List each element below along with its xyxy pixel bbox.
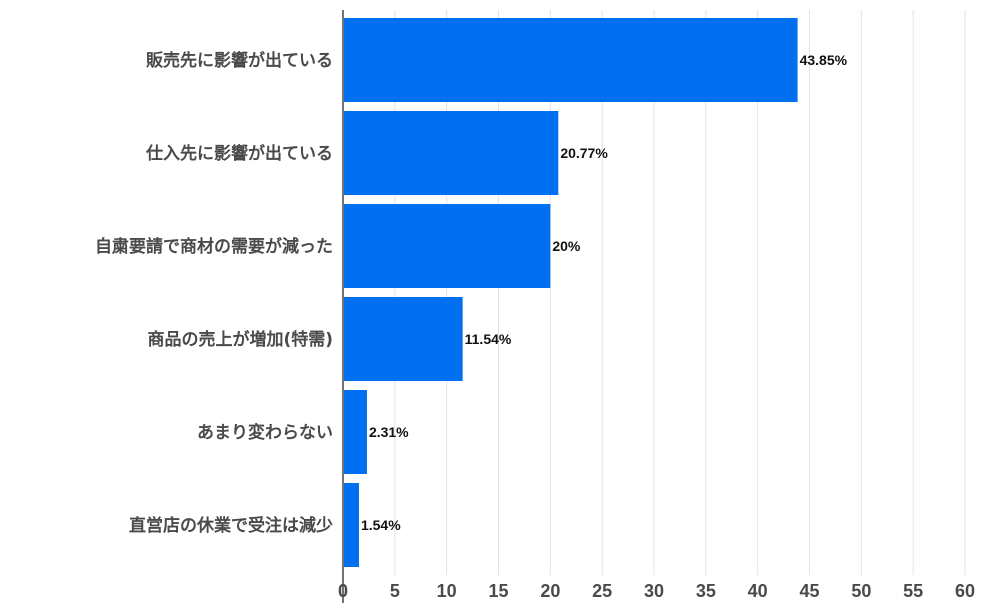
x-tick-label: 50	[851, 581, 871, 601]
x-tick-label: 25	[592, 581, 612, 601]
x-tick-label: 0	[338, 581, 348, 601]
x-tick-label: 10	[437, 581, 457, 601]
data-label: 1.54%	[361, 517, 401, 533]
category-label: 商品の売上が増加(特需)	[147, 329, 333, 350]
data-label: 2.31%	[369, 424, 409, 440]
x-tick-label: 60	[955, 581, 975, 601]
x-tick-label: 35	[696, 581, 716, 601]
data-label: 20.77%	[560, 145, 608, 161]
bar	[344, 18, 798, 102]
x-tick-label: 15	[488, 581, 508, 601]
bar	[344, 297, 463, 381]
category-label: 自粛要請で商材の需要が減った	[95, 236, 333, 257]
data-label: 20%	[552, 238, 581, 254]
category-label: 仕入先に影響が出ている	[145, 143, 333, 164]
x-tick-label: 20	[540, 581, 560, 601]
data-label: 43.85%	[800, 52, 848, 68]
x-tick-label: 40	[748, 581, 768, 601]
x-tick-label: 45	[799, 581, 819, 601]
bar	[344, 390, 367, 474]
grid-lines	[394, 10, 966, 575]
category-label: あまり変わらない	[197, 422, 333, 443]
bar	[344, 483, 359, 567]
data-label: 11.54%	[465, 331, 512, 347]
data-labels: 43.85% 20.77% 20% 11.54% 2.31% 1.54%	[361, 52, 848, 533]
bar	[344, 111, 559, 195]
x-tick-labels: 0 5 10 15 20 25 30 35 40 45 50 55 60	[338, 581, 975, 601]
bar	[344, 204, 551, 288]
bars	[344, 18, 798, 567]
x-tick-label: 55	[903, 581, 923, 601]
x-tick-label: 5	[390, 581, 400, 601]
category-label: 直営店の休業で受注は減少	[129, 515, 333, 536]
x-tick-label: 30	[644, 581, 664, 601]
category-label: 販売先に影響が出ている	[146, 50, 333, 71]
category-labels: 販売先に影響が出ている仕入先に影響が出ている自粛要請で商材の需要が減った商品の売…	[95, 50, 333, 536]
